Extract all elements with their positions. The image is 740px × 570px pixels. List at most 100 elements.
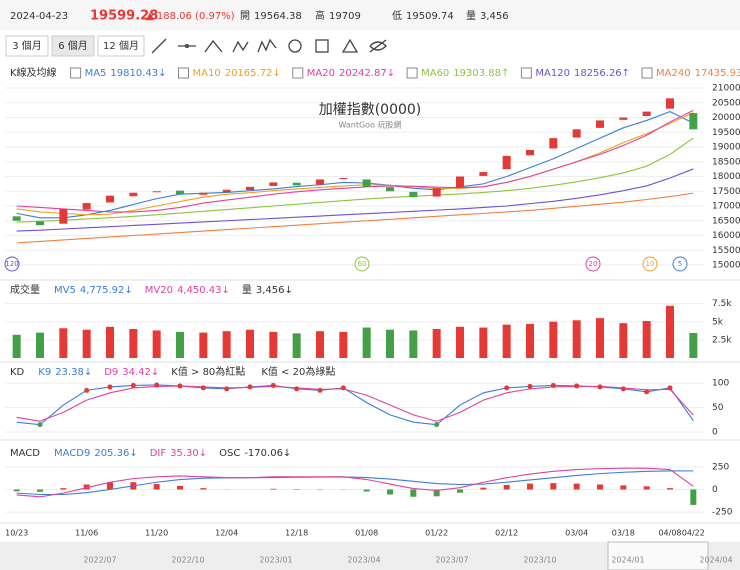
volume-bar: [479, 327, 488, 358]
legend-entry: MA10 20165.72↓: [193, 68, 281, 79]
candle: [456, 176, 464, 188]
legend-checkbox[interactable]: [292, 67, 304, 79]
osc-bar: [550, 483, 557, 490]
legend-title: KD: [10, 367, 25, 378]
y-tick-label: 17000: [712, 202, 740, 212]
volume-bar: [386, 329, 394, 358]
y-tick-label: 19500: [712, 128, 740, 138]
volume-bar: [246, 329, 254, 358]
k-dot: [550, 382, 556, 388]
k-dot: [224, 386, 230, 392]
osc-bar: [107, 482, 113, 490]
y-tick-label: 0: [712, 485, 718, 495]
osc-bar: [667, 488, 673, 490]
candle: [596, 120, 604, 128]
osc-bar: [690, 489, 697, 505]
ma-line: [16, 467, 694, 498]
range-button[interactable]: [51, 35, 95, 57]
drawing-tools[interactable]: [151, 38, 387, 54]
period-marker: [354, 256, 370, 272]
legend-checkbox[interactable]: [406, 67, 418, 79]
range-label[interactable]: 12 個月: [103, 39, 139, 52]
x-tick-label: 11/20: [145, 529, 168, 538]
y-tick-label: 2.5k: [712, 335, 732, 345]
candle: [502, 155, 511, 170]
legend-checkbox[interactable]: [641, 67, 653, 79]
volume-bar: [362, 327, 371, 358]
candle: [199, 192, 208, 195]
volume-bar: [689, 332, 698, 358]
legend-entry: OSC -170.06↓: [219, 448, 291, 459]
legend-entry: MA20 20242.87↓: [307, 68, 395, 79]
navigator-label: 2023/01: [259, 556, 292, 565]
volume-bar: [432, 329, 441, 358]
x-tick-label: 12/04: [215, 529, 238, 538]
ma-line: [16, 192, 694, 244]
candle: [129, 192, 138, 197]
legend-entry: MA240 17435.93↑: [656, 68, 740, 79]
x-tick-label: 04/22: [682, 529, 705, 538]
k-dot: [107, 384, 113, 390]
navigator-window[interactable]: [607, 541, 709, 570]
ma-line: [16, 111, 694, 219]
legend-name: MA20: [307, 68, 335, 79]
ma-line: [16, 137, 694, 223]
k-dot: [597, 384, 603, 390]
ma-line: [16, 385, 694, 422]
osc-bar: [153, 484, 160, 490]
k-dot: [574, 383, 580, 389]
legend-entry: 量 3,456↓: [242, 284, 293, 296]
period-marker: [642, 256, 658, 272]
period-marker-label: 120: [5, 260, 18, 268]
y-tick-label: 18000: [712, 172, 740, 182]
legend-checkbox[interactable]: [70, 67, 82, 79]
osc-bar: [527, 483, 533, 490]
candle: [642, 111, 651, 117]
osc-bar: [13, 489, 20, 492]
range-label[interactable]: 3 個月: [12, 39, 42, 52]
k-dot: [270, 382, 276, 388]
legend-reading: 34.42↓: [122, 367, 159, 378]
period-marker-label: 5: [678, 260, 682, 268]
volume-bar: [572, 320, 581, 358]
legend-reading: 23.38↓: [55, 367, 92, 378]
osc-bar: [457, 489, 463, 493]
legend-entry: MA5 19810.43↓: [85, 68, 167, 79]
chart-title: 加權指數(0000): [319, 102, 422, 118]
period-marker-label: 10: [646, 260, 655, 268]
k-dot: [177, 383, 183, 389]
candle: [432, 188, 441, 197]
range-label[interactable]: 6 個月: [58, 39, 88, 52]
candle: [689, 113, 698, 130]
k-dot: [504, 385, 510, 391]
osc-bar: [480, 487, 487, 490]
legend-reading: 19810.43↓: [110, 68, 166, 79]
legend-title: MACD: [10, 448, 40, 459]
ma-line: [16, 109, 694, 213]
legend-reading: 205.36↓: [94, 448, 137, 459]
legend-reading: 4,775.92↓: [80, 285, 133, 296]
candle: [176, 190, 184, 195]
legend-name: MA240: [656, 68, 691, 79]
legend-checkbox[interactable]: [520, 67, 532, 79]
open-label: 開: [240, 10, 250, 22]
k-dot: [37, 422, 43, 428]
range-button[interactable]: [5, 35, 49, 57]
y-tick-label: 16000: [712, 231, 740, 241]
y-tick-label: 50: [712, 403, 724, 413]
legend-name: MV20: [145, 285, 173, 296]
price: 19599.28: [90, 9, 158, 24]
volume-bar: [456, 326, 464, 358]
k-dot: [84, 387, 90, 393]
legend-reading: 4,450.43↓: [177, 285, 230, 296]
y-tick-label: 18500: [712, 157, 740, 167]
volume-bar: [152, 330, 161, 358]
volume-bar: [222, 331, 231, 358]
osc-bar: [410, 489, 417, 497]
k-dot: [527, 383, 533, 389]
legend-entry: K值 > 80為紅點: [171, 365, 245, 378]
volume-bar: [339, 331, 348, 358]
legend-checkbox[interactable]: [178, 67, 189, 79]
range-button[interactable]: [97, 35, 145, 57]
candle: [572, 129, 581, 138]
